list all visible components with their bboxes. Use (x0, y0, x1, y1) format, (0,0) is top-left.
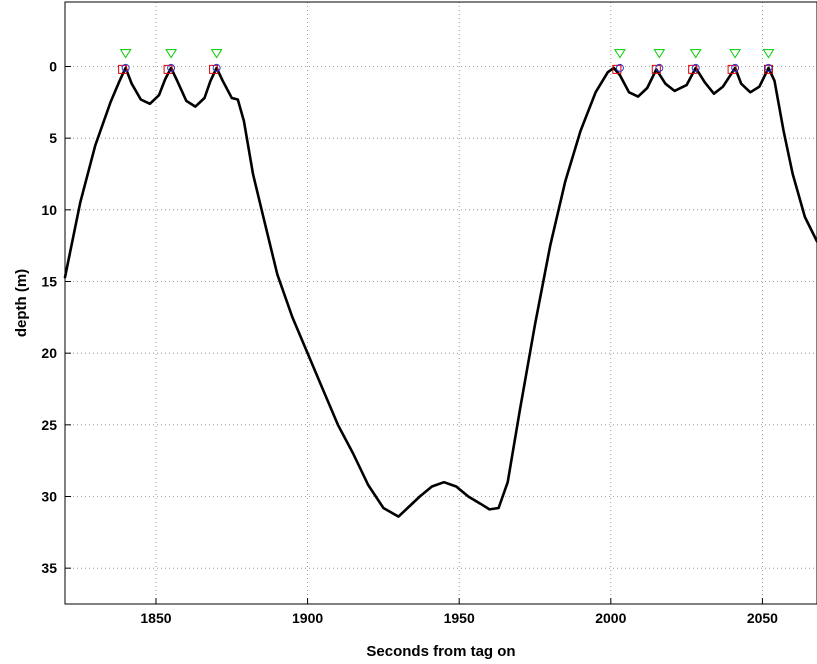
y-tick-label: 35 (41, 560, 57, 576)
triangle-marker (119, 49, 132, 59)
triangle-marker (614, 49, 626, 59)
plot-area (65, 2, 817, 604)
series-layer (63, 66, 817, 518)
y-tick-label: 25 (41, 417, 57, 433)
y-tick-label: 20 (41, 345, 57, 361)
y-tick-label: 10 (41, 202, 57, 218)
square-marker (763, 64, 773, 74)
y-tick-label: 30 (41, 489, 57, 505)
circle-marker (691, 63, 700, 72)
triangle-marker (653, 49, 666, 59)
x-tick-label: 2050 (747, 610, 778, 626)
triangle-marker (165, 49, 178, 59)
tick-layer: 1850 1900 1950 2000 2050 0 5 10 15 20 25 30 35 (41, 59, 778, 627)
y-tick-label: 0 (49, 59, 57, 75)
circle-marker (764, 63, 773, 72)
x-axis-title: Seconds from tag on (366, 643, 515, 660)
circle-marker (615, 63, 624, 72)
y-axis-title: depth (m) (13, 269, 30, 337)
triangle-marker (689, 49, 702, 59)
circle-marker (121, 63, 130, 72)
x-tick-label: 1850 (140, 610, 171, 626)
y-tick-label: 15 (41, 274, 57, 290)
x-tick-label: 1950 (444, 610, 475, 626)
triangle-marker (762, 49, 775, 59)
y-tick-label: 5 (49, 130, 57, 146)
grid (65, 2, 817, 604)
plot-frame (64, 1, 817, 605)
x-tick-label: 1900 (292, 610, 323, 626)
marker-layer (118, 49, 775, 74)
circle-marker (167, 63, 176, 72)
triangle-marker (210, 49, 223, 59)
circle-marker (731, 63, 740, 72)
series-line (63, 66, 817, 518)
circle-marker (212, 63, 221, 72)
x-tick-label: 2000 (595, 610, 626, 626)
circle-marker (655, 63, 664, 72)
triangle-marker (729, 49, 742, 59)
